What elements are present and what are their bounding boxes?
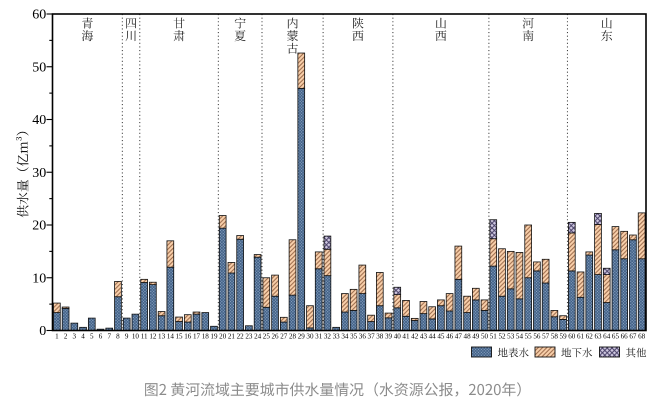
svg-text:17: 17 (193, 332, 201, 340)
svg-text:0: 0 (39, 324, 46, 339)
svg-text:57: 57 (542, 332, 550, 340)
svg-text:43: 43 (420, 332, 428, 340)
svg-text:29: 29 (298, 332, 306, 340)
svg-text:40: 40 (394, 332, 402, 340)
svg-text:67: 67 (629, 332, 637, 340)
svg-text:20: 20 (32, 219, 46, 234)
svg-text:31: 31 (315, 332, 323, 340)
svg-text:28: 28 (289, 332, 297, 340)
svg-text:60: 60 (568, 332, 576, 340)
svg-text:65: 65 (612, 332, 620, 340)
svg-text:56: 56 (533, 332, 541, 340)
svg-text:60: 60 (32, 8, 46, 23)
svg-text:3: 3 (73, 332, 77, 340)
svg-text:52: 52 (498, 332, 506, 340)
svg-text:49: 49 (472, 332, 480, 340)
svg-text:47: 47 (455, 332, 463, 340)
svg-text:35: 35 (350, 332, 358, 340)
svg-text:10: 10 (132, 332, 140, 340)
svg-text:50: 50 (32, 60, 46, 75)
svg-text:46: 46 (446, 332, 454, 340)
svg-text:40: 40 (32, 113, 46, 128)
svg-text:6: 6 (99, 332, 103, 340)
svg-text:38: 38 (376, 332, 384, 340)
svg-text:39: 39 (385, 332, 393, 340)
svg-text:42: 42 (411, 332, 419, 340)
svg-text:11: 11 (141, 332, 148, 340)
svg-text:59: 59 (560, 332, 568, 340)
svg-text:2: 2 (64, 332, 68, 340)
svg-text:20: 20 (219, 332, 227, 340)
svg-text:14: 14 (167, 332, 175, 340)
svg-text:21: 21 (228, 332, 236, 340)
svg-text:9: 9 (125, 332, 129, 340)
svg-text:1: 1 (55, 332, 59, 340)
svg-text:27: 27 (280, 332, 288, 340)
svg-text:5: 5 (90, 332, 94, 340)
svg-text:32: 32 (324, 332, 332, 340)
svg-text:37: 37 (368, 332, 376, 340)
svg-text:25: 25 (263, 332, 271, 340)
svg-text:19: 19 (210, 332, 218, 340)
svg-text:36: 36 (359, 332, 367, 340)
svg-text:30: 30 (32, 166, 46, 181)
svg-text:13: 13 (158, 332, 166, 340)
svg-text:18: 18 (202, 332, 210, 340)
svg-text:64: 64 (603, 332, 611, 340)
svg-text:33: 33 (333, 332, 341, 340)
svg-text:50: 50 (481, 332, 489, 340)
svg-text:10: 10 (32, 271, 46, 286)
svg-text:12: 12 (149, 332, 157, 340)
svg-text:66: 66 (621, 332, 629, 340)
svg-text:44: 44 (429, 332, 437, 340)
svg-text:15: 15 (176, 332, 184, 340)
svg-text:54: 54 (516, 332, 524, 340)
svg-text:63: 63 (594, 332, 602, 340)
svg-text:16: 16 (184, 332, 192, 340)
svg-text:68: 68 (638, 332, 646, 340)
svg-text:58: 58 (551, 332, 559, 340)
svg-text:8: 8 (116, 332, 120, 340)
svg-text:48: 48 (464, 332, 472, 340)
svg-text:24: 24 (254, 332, 262, 340)
svg-text:26: 26 (272, 332, 280, 340)
svg-text:41: 41 (402, 332, 410, 340)
svg-text:30: 30 (306, 332, 314, 340)
svg-text:23: 23 (245, 332, 253, 340)
svg-text:22: 22 (237, 332, 245, 340)
svg-text:51: 51 (490, 332, 498, 340)
svg-text:55: 55 (525, 332, 533, 340)
svg-text:34: 34 (341, 332, 349, 340)
svg-text:45: 45 (437, 332, 445, 340)
svg-text:53: 53 (507, 332, 515, 340)
svg-text:62: 62 (586, 332, 594, 340)
svg-text:4: 4 (81, 332, 85, 340)
svg-text:7: 7 (107, 332, 111, 340)
svg-text:61: 61 (577, 332, 585, 340)
